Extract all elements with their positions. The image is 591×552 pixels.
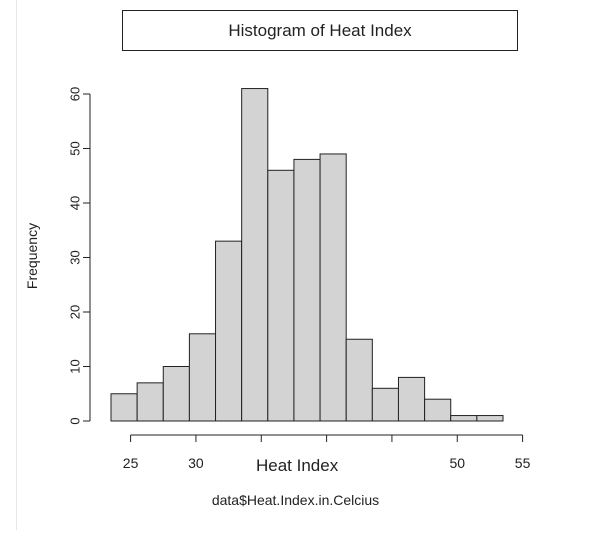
histogram-bar [293,158,321,422]
y-tick-label: 10 [67,359,82,373]
histogram-bar [241,88,269,422]
histogram-bar [110,393,138,422]
histogram-bar [450,415,478,422]
histogram-bar [162,366,190,422]
y-tick-label: 20 [67,305,82,319]
x-tick-label: 55 [515,455,531,471]
x-axis-label: data$Heat.Index.in.Celcius [211,492,380,508]
histogram-bar [215,240,243,422]
histogram-bar [319,153,347,422]
left-edge-rule [16,0,17,530]
y-axis-label: Frequency [24,222,40,290]
heat-index-annotation: Heat Index [256,456,339,475]
histogram-bar [397,376,426,422]
chart-title: Histogram of Heat Index [122,10,518,51]
histogram-bar [345,338,373,422]
chart-title-text: Histogram of Heat Index [228,20,412,40]
x-tick-label: 50 [449,455,465,471]
y-tick-label: 30 [67,250,82,264]
y-tick-label: 50 [67,141,82,155]
x-tick-label: 30 [188,455,204,471]
y-tick-label: 0 [67,417,82,424]
x-tick-label: 25 [123,455,139,471]
histogram-bar [476,415,504,422]
histogram-bar [267,169,295,422]
y-tick-label: 40 [67,196,82,210]
histogram-bar [188,333,217,422]
y-tick-label: 60 [67,87,82,101]
histogram-bar [136,382,164,422]
histogram-bar [371,387,399,422]
histogram-bar [424,398,452,422]
